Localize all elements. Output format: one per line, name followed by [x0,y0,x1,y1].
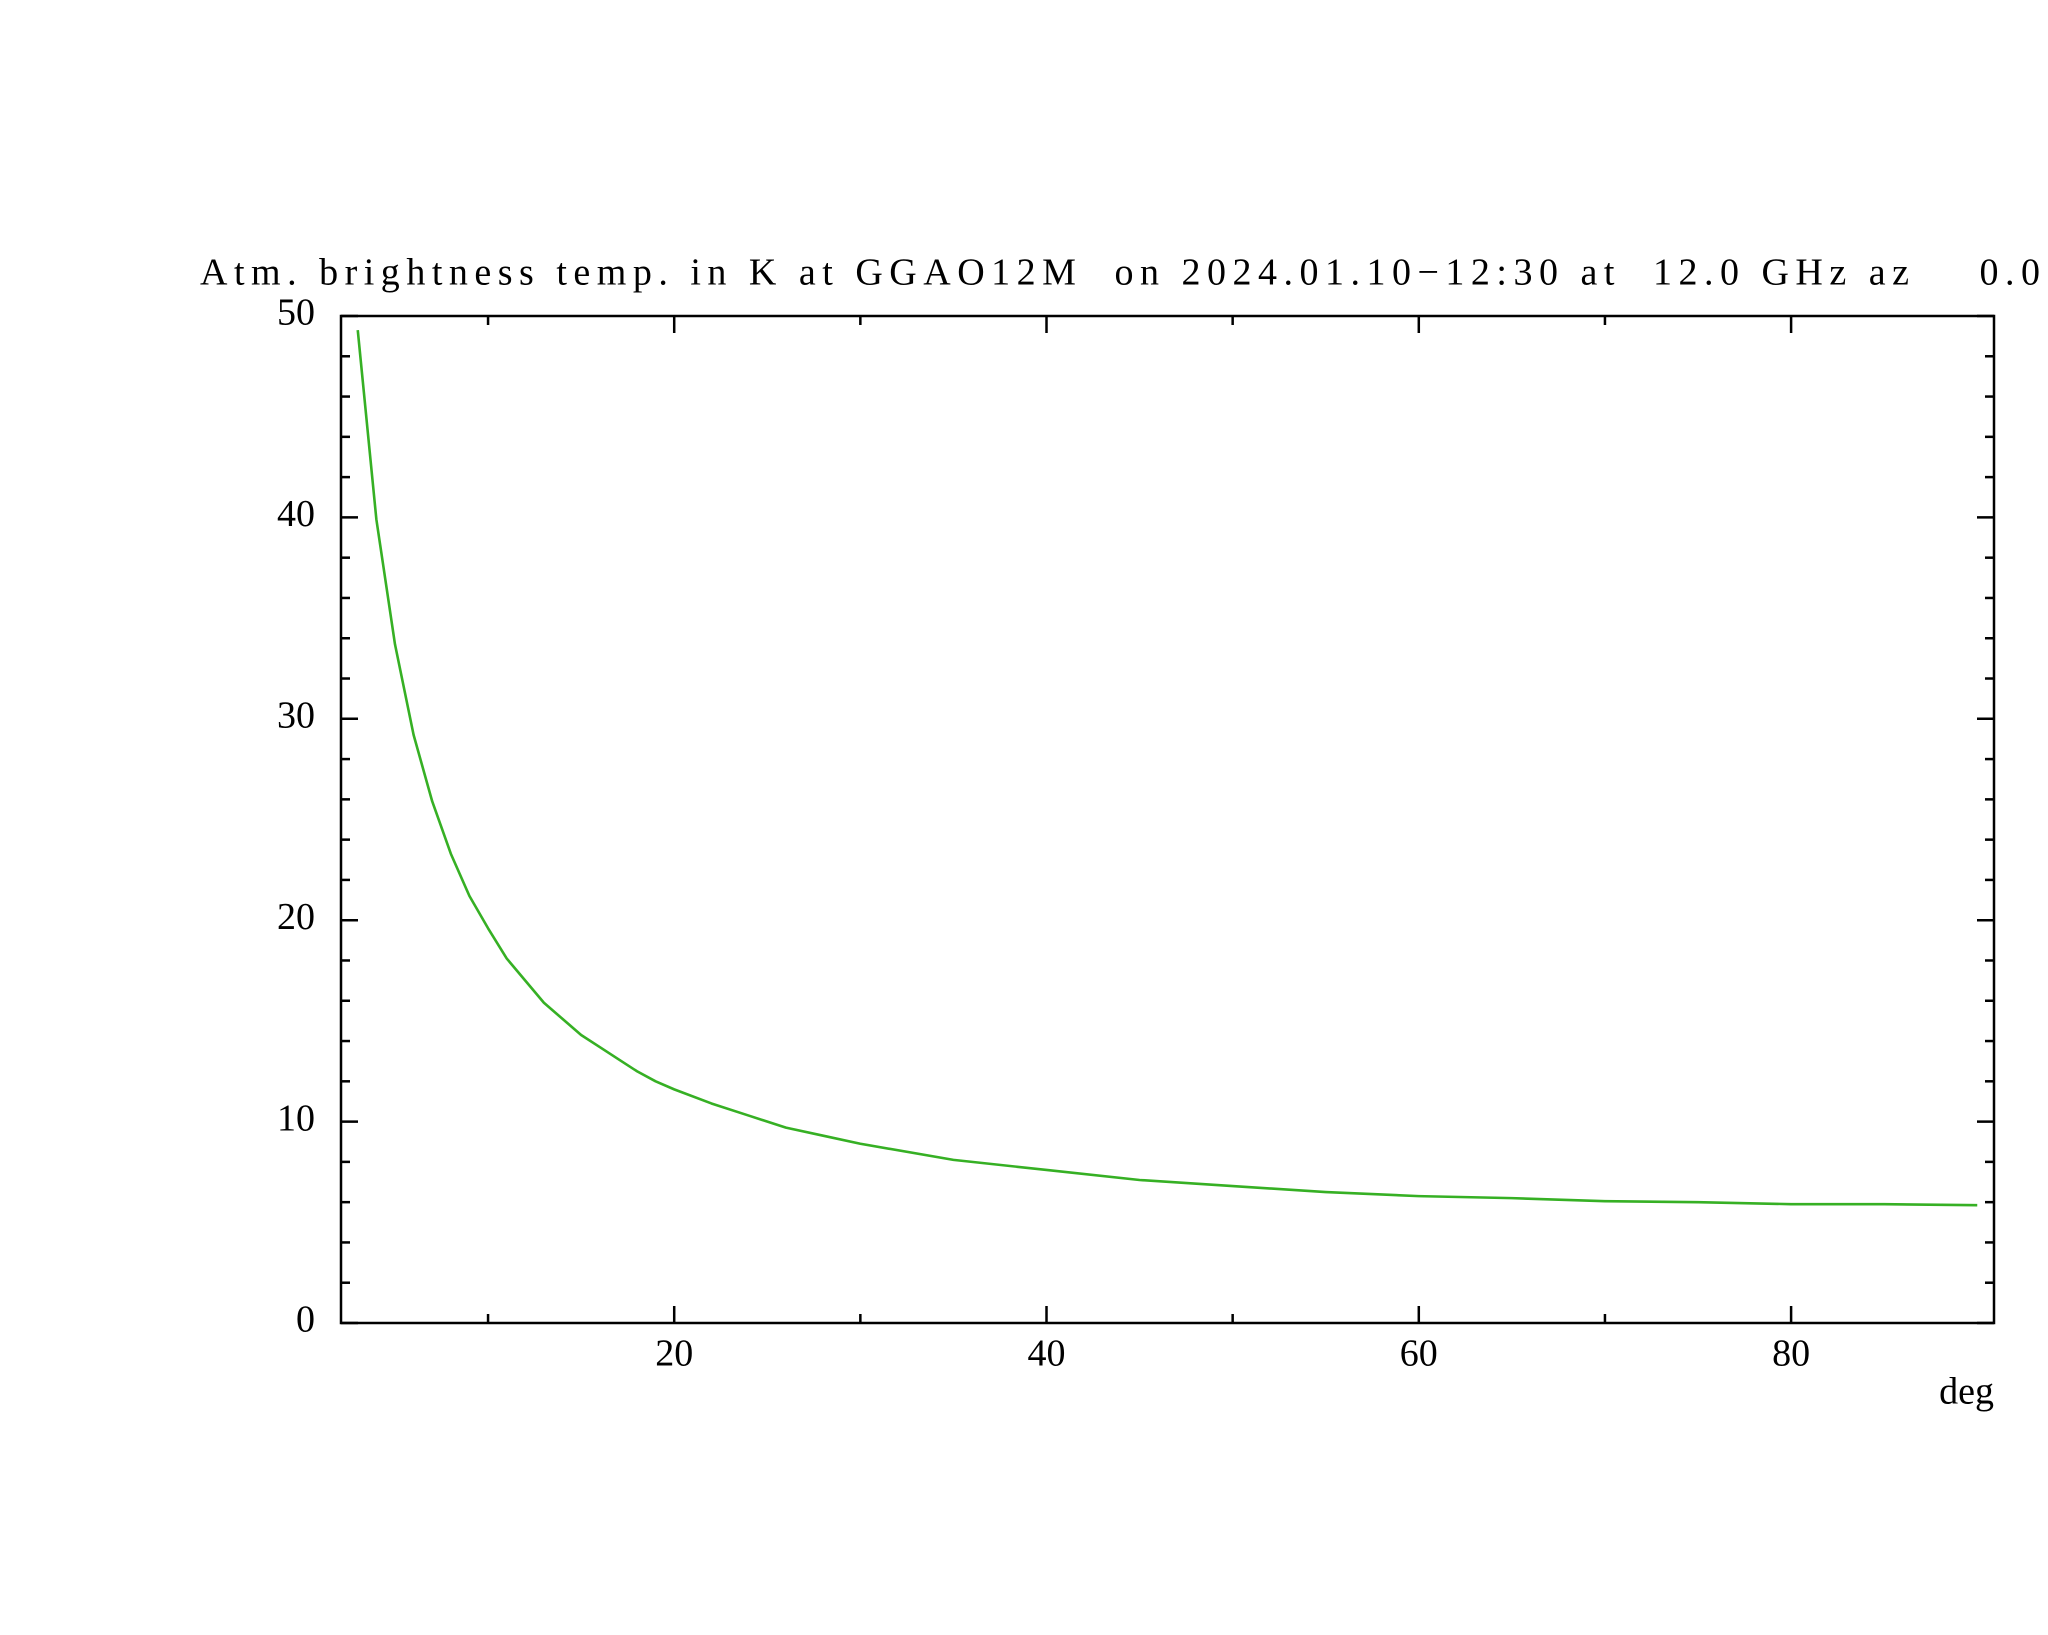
plot-frame [339,314,1996,1325]
x-tick-label: 60 [1400,1333,1438,1375]
y-tick-label: 50 [277,292,315,334]
x-tick-label: 80 [1772,1333,1810,1375]
x-axis-label: deg [1939,1371,1994,1413]
y-tick-label: 0 [296,1299,315,1341]
x-tick-label: 40 [1028,1333,1066,1375]
x-tick-label: 20 [655,1333,693,1375]
y-tick-label: 40 [277,493,315,535]
y-tick-label: 20 [277,896,315,938]
y-tick-label: 30 [277,695,315,737]
data-line [356,329,1978,1207]
y-tick-label: 10 [277,1097,315,1139]
chart-title: Atm. brightness temp. in K at GGAO12M on… [200,252,2040,294]
